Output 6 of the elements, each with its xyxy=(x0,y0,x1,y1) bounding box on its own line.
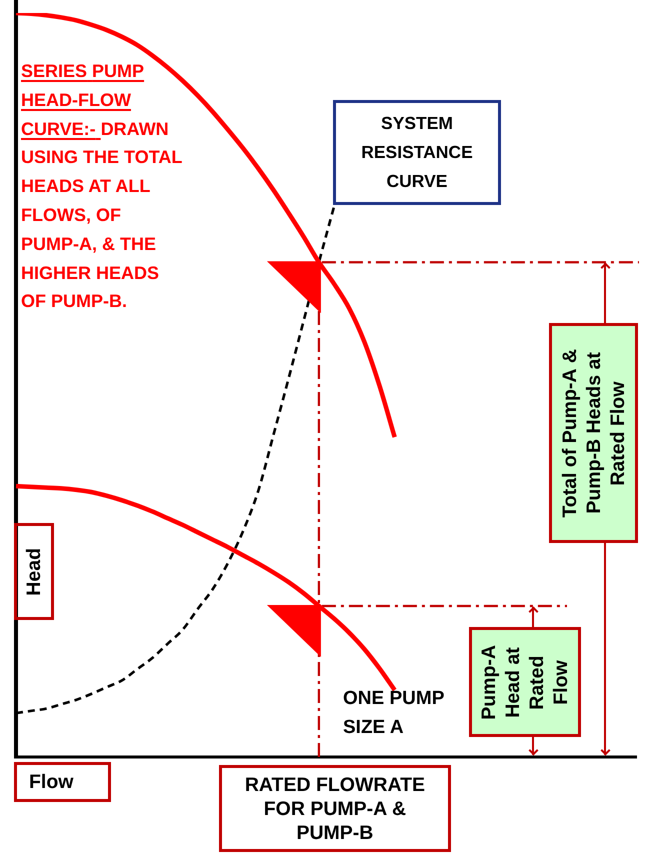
text: RATED FLOWRATE FOR PUMP-A & PUMP-B xyxy=(244,772,425,844)
series-label: ONE PUMP SIZE A xyxy=(343,688,444,738)
x-axis-title: Flow xyxy=(29,771,74,793)
text: SERIES PUMP HEAD-FLOW CURVE:- DRAWN USING THE TOTAL HEADS AT ALL FLOWS, OF PUMP-A, & THE HIGHER HEADS OF PUMP-B. xyxy=(21,61,182,312)
series-label: SYSTEM RESISTANCE CURVE xyxy=(361,112,473,193)
y-axis-title: Head xyxy=(23,548,45,596)
